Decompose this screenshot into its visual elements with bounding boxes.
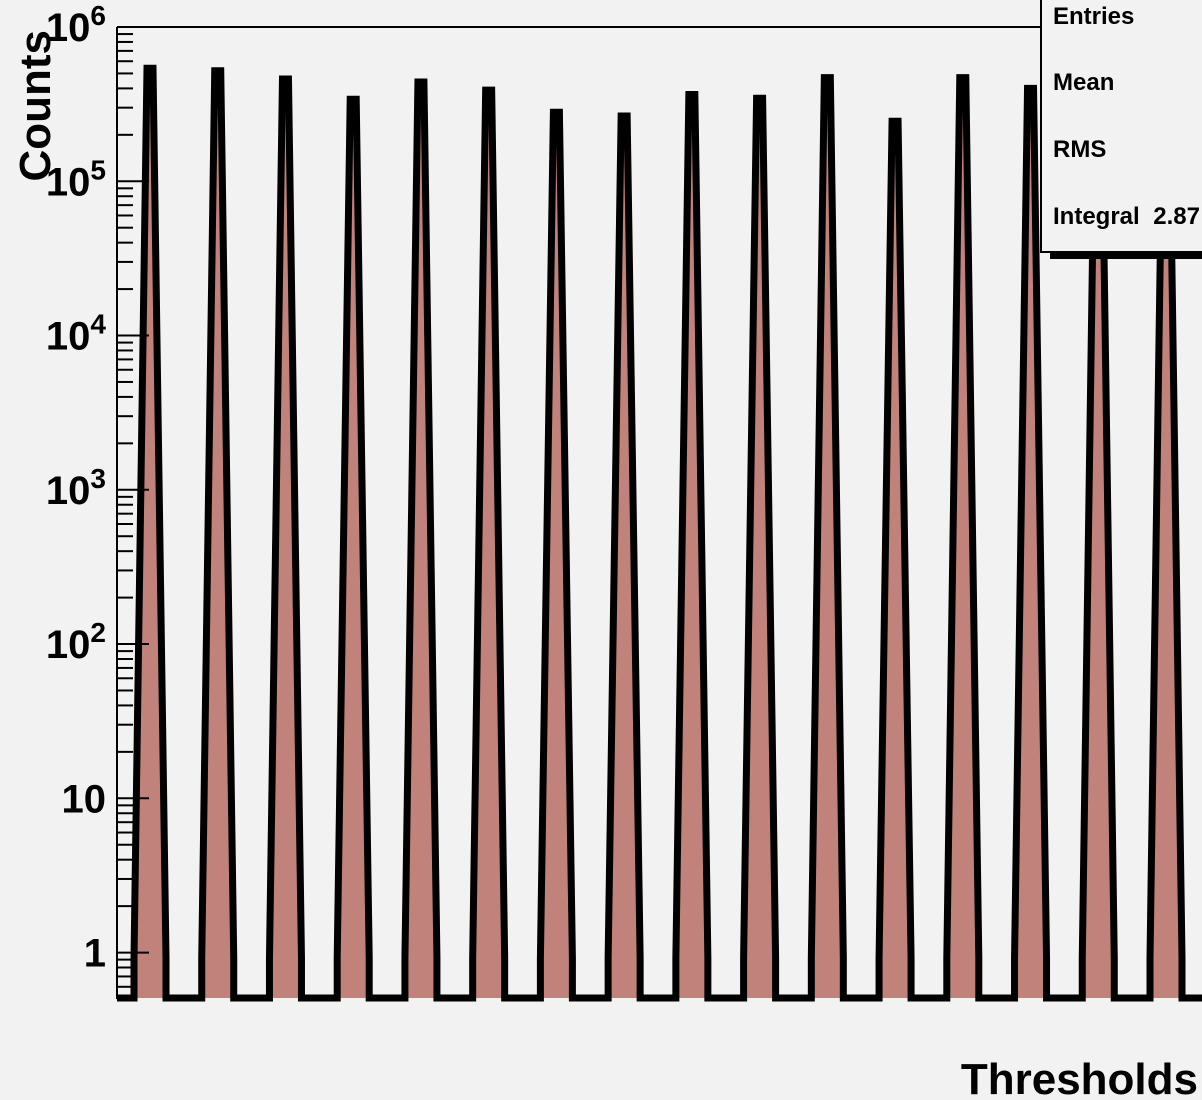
histogram-outline	[117, 62, 1202, 1002]
histogram-peak-4	[337, 99, 370, 998]
stats-box: Entries Mean RMS Integral 2.87	[1040, 0, 1202, 259]
y-tick-label: 105	[46, 154, 106, 204]
histogram-peak-14	[1014, 88, 1047, 999]
y-tick-label: 10	[62, 777, 107, 821]
histogram-peak-7	[540, 112, 573, 998]
stats-box-frame	[1040, 0, 1202, 253]
histogram-peak-3	[269, 79, 302, 999]
histogram-peak-5	[404, 82, 437, 999]
x-axis-title: Thresholds	[961, 1055, 1198, 1100]
histogram-peak-10	[743, 98, 776, 998]
stats-label-entries: Entries	[1053, 3, 1134, 30]
y-tick-label: 1	[84, 932, 106, 976]
y-tick-label: 103	[46, 463, 106, 513]
y-tick-label: 106	[46, 0, 106, 50]
histogram-peak-6	[472, 90, 505, 998]
histogram-peak-2	[201, 70, 234, 999]
y-tick-label: 102	[46, 617, 106, 667]
histogram-peak-8	[608, 115, 641, 998]
histogram-peak-13	[946, 77, 979, 999]
y-axis-title: Counts	[11, 30, 60, 182]
y-axis: 1 10 102 103 104 105 106	[46, 0, 149, 1000]
stats-label-integral: Integral	[1053, 203, 1140, 230]
histogram-peak-9	[675, 94, 708, 998]
histogram-peak-1	[134, 68, 166, 999]
stats-label-rms: RMS	[1053, 136, 1106, 163]
y-tick-label: 104	[46, 309, 107, 359]
histogram-peak-15	[1082, 65, 1115, 998]
stats-label-mean: Mean	[1053, 69, 1114, 96]
histogram-peak-16	[1150, 67, 1182, 999]
stats-value-integral: 2.87	[1153, 203, 1200, 230]
histogram-peak-12	[879, 121, 912, 998]
histogram-peak-11	[811, 77, 844, 999]
plot-area	[116, 26, 1202, 1002]
